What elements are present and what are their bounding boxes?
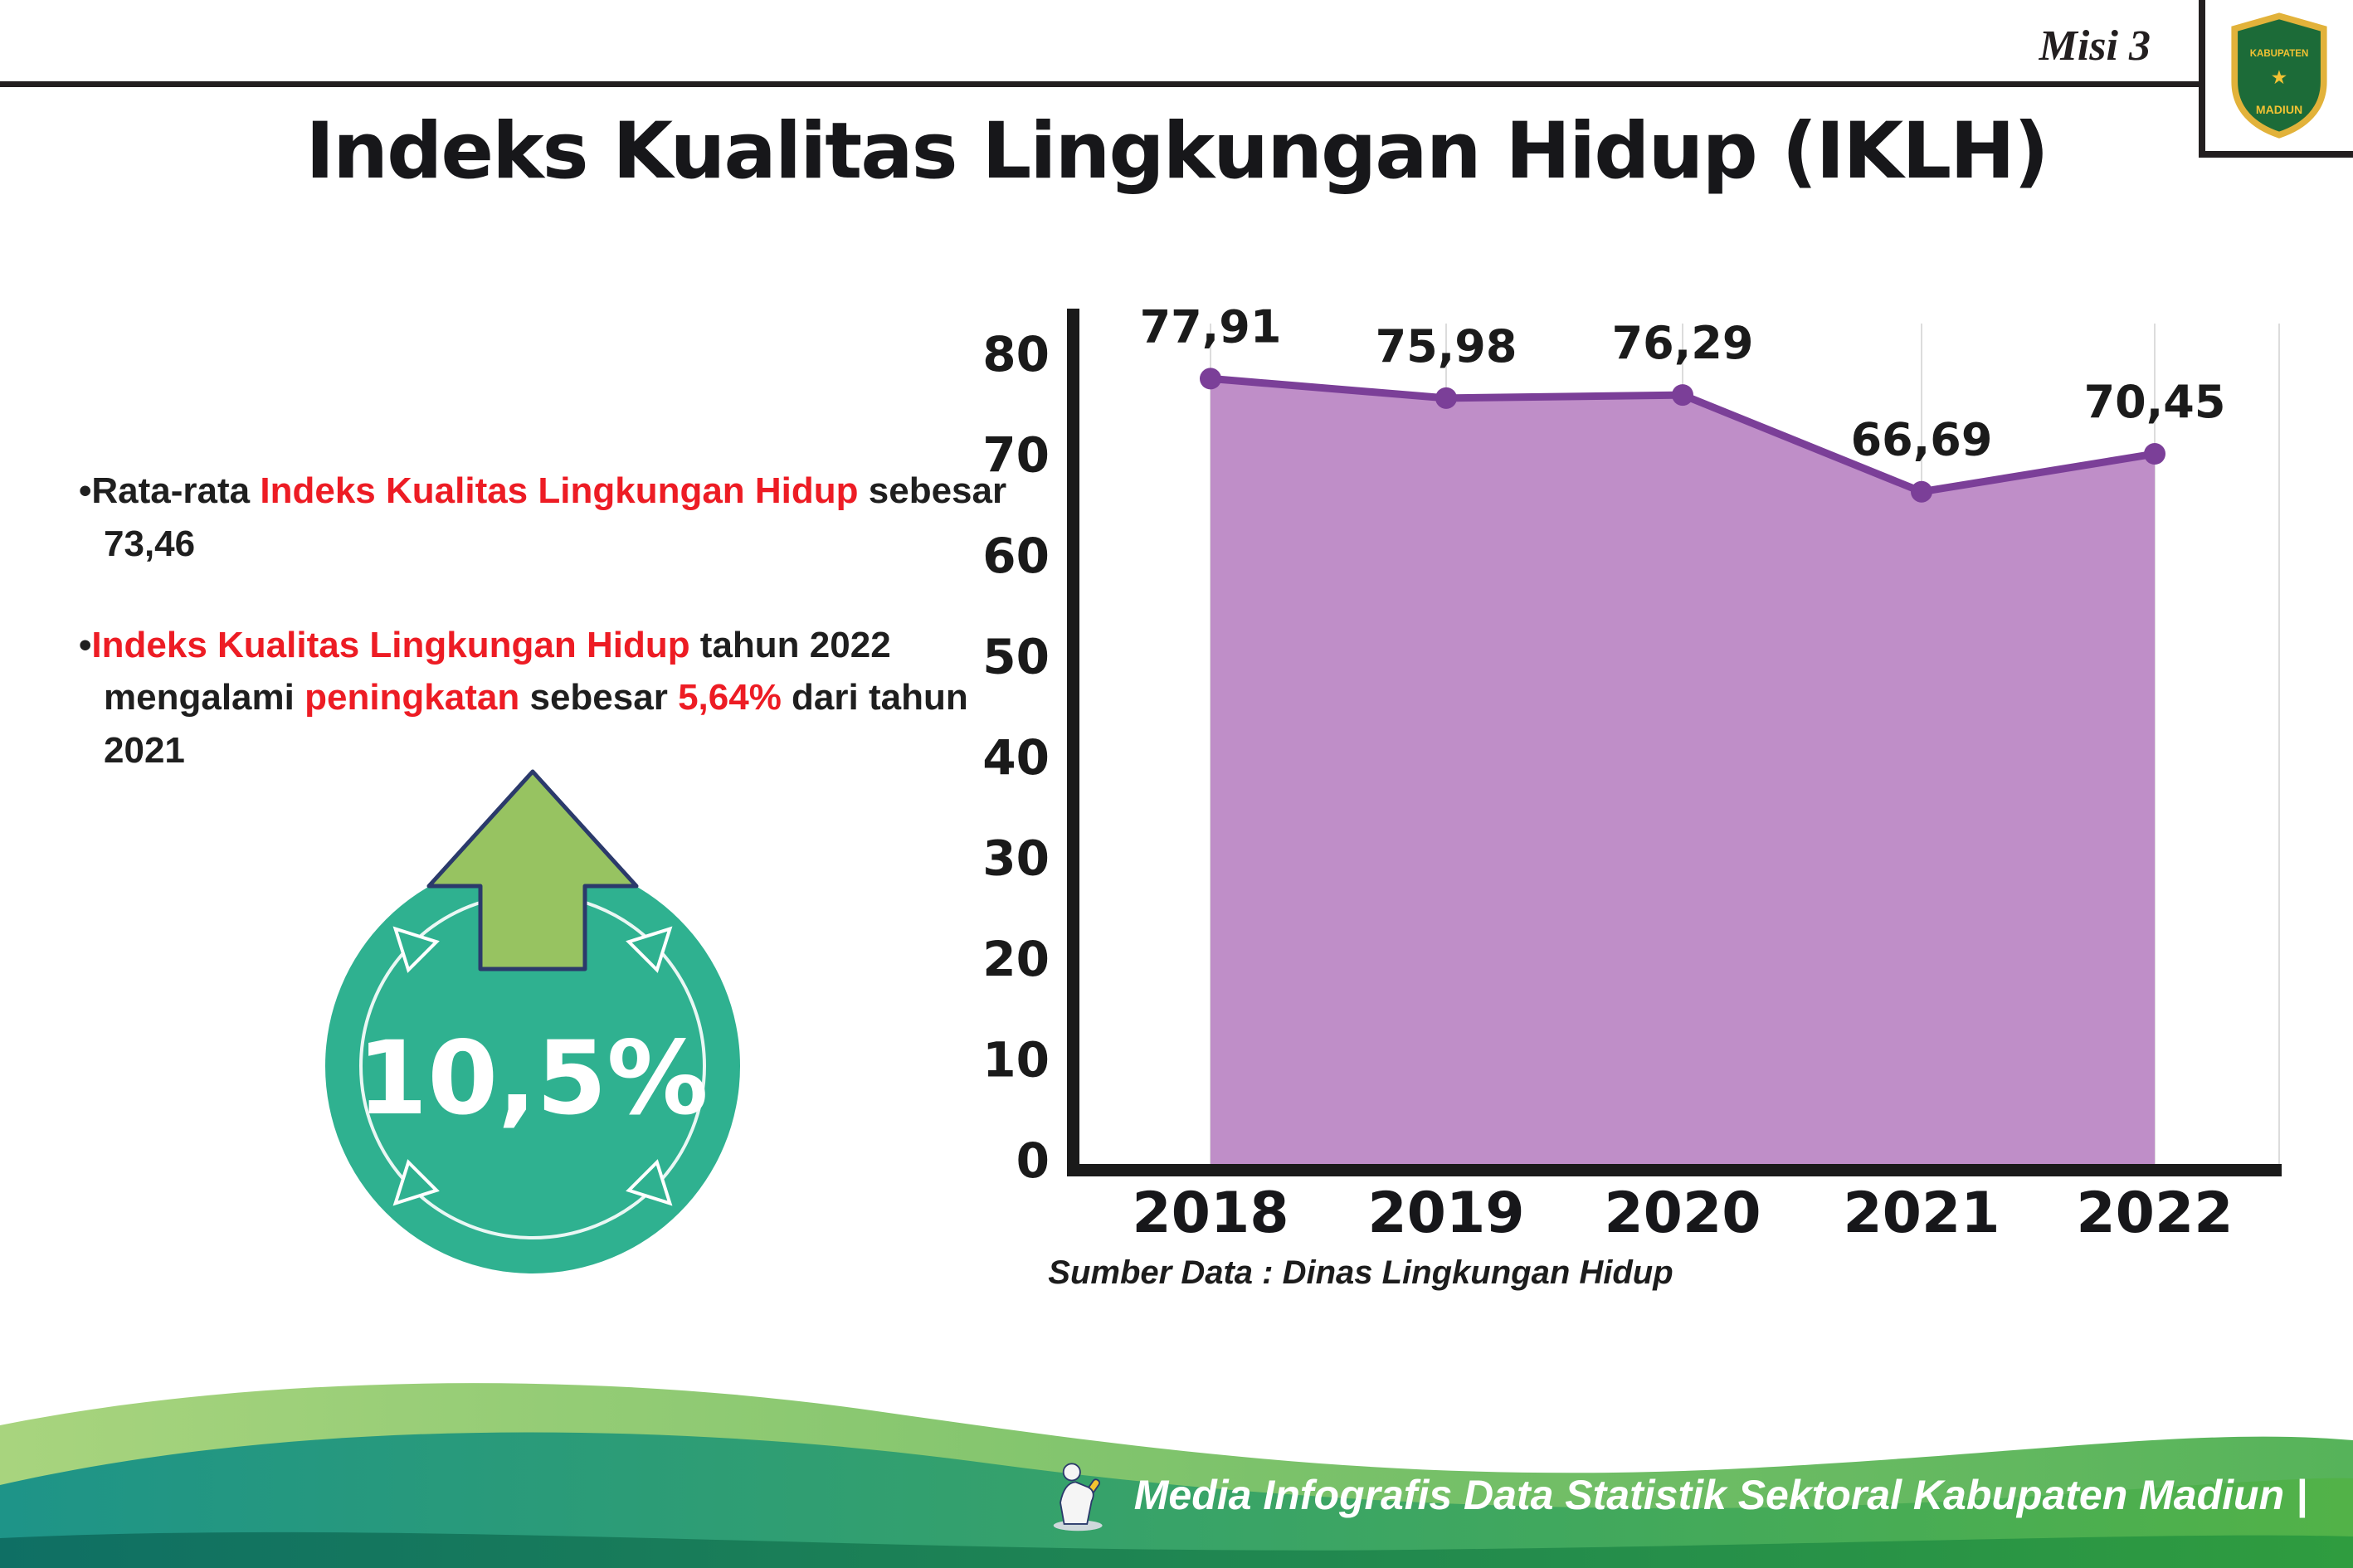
crest-icon: KABUPATEN ★ MADIUN	[2231, 12, 2327, 139]
page-title: Indeks Kualitas Lingkungan Hidup (IKLH)	[305, 106, 2049, 197]
data-label: 70,45	[2084, 376, 2226, 428]
logo-top-text: KABUPATEN	[2250, 49, 2309, 59]
bullet-item: •Indeks Kualitas Lingkungan Hidup tahun …	[79, 624, 968, 772]
mascot-icon	[1053, 1463, 1103, 1531]
x-tick-label: 2019	[1367, 1181, 1524, 1246]
footer-wave	[0, 1383, 2353, 1568]
chart-canvas: 77,91 75,98 76,29 66,69 70,45 0 10 20 30 40 50 60 70…	[982, 300, 2282, 1246]
bullet-marker: •	[79, 624, 92, 665]
footer-text: Media Infografis Data Statistik Sektoral…	[1133, 1472, 2307, 1518]
x-axis-line	[1067, 1164, 2282, 1176]
y-axis-line	[1067, 309, 1079, 1176]
badge-value: 10,5%	[357, 1020, 708, 1137]
y-tick-label: 70	[982, 427, 1050, 484]
up-arrow-icon	[426, 769, 639, 971]
data-point	[1911, 480, 1932, 503]
bullet-item: •Rata-rata Indeks Kualitas Lingkungan Hi…	[79, 470, 1007, 564]
bullet-list: •Rata-rata Indeks Kualitas Lingkungan Hi…	[79, 465, 1008, 825]
x-tick-label: 2020	[1604, 1181, 1761, 1246]
footer-wave-teal	[0, 1432, 2353, 1568]
footer-caption: Media Infografis Data Statistik Sektoral…	[1041, 1457, 2307, 1533]
data-point	[1200, 368, 1221, 390]
badge-triangle-ne	[626, 926, 673, 973]
data-label: 77,91	[1140, 300, 1282, 353]
data-point	[1672, 384, 1693, 407]
x-tick-label: 2022	[2076, 1181, 2233, 1246]
iklh-chart: 77,91 75,98 76,29 66,69 70,45 0 10 20 30 40 50 60 70…	[896, 290, 2323, 1336]
x-tick-label: 2021	[1843, 1181, 2000, 1246]
area-fill	[1211, 378, 2155, 1164]
y-tick-label: 80	[982, 326, 1050, 382]
data-label: 66,69	[1851, 414, 1993, 466]
y-tick-label: 30	[982, 830, 1050, 887]
x-tick-label: 2018	[1132, 1181, 1289, 1246]
y-tick-label: 60	[982, 528, 1050, 584]
data-point	[1435, 387, 1457, 409]
data-point	[2144, 443, 2165, 465]
increase-badge: 10,5%	[325, 769, 740, 1273]
data-label: 76,29	[1612, 317, 1754, 369]
logo-bottom-text: MADIUN	[2256, 103, 2302, 116]
y-tick-label: 0	[1016, 1132, 1050, 1189]
top-rule	[0, 81, 2200, 87]
badge-circle	[325, 859, 740, 1273]
badge-triangle-nw	[392, 926, 440, 973]
y-tick-label: 20	[982, 931, 1050, 987]
y-tick-label: 10	[982, 1032, 1050, 1088]
misi-label: Misi 3	[2039, 22, 2151, 70]
source-note: Sumber Data : Dinas Lingkungan Hidup	[1048, 1254, 1673, 1291]
badge-triangle-se	[626, 1159, 673, 1206]
y-tick-label: 40	[982, 729, 1050, 786]
logo: KABUPATEN ★ MADIUN	[2199, 0, 2353, 158]
footer-wave-dark	[0, 1531, 2353, 1568]
y-tick-label: 50	[982, 629, 1050, 685]
data-label: 75,98	[1376, 320, 1518, 373]
logo-star-icon: ★	[2271, 66, 2288, 88]
bullet-marker: •	[79, 470, 92, 511]
badge-triangle-sw	[392, 1159, 440, 1206]
